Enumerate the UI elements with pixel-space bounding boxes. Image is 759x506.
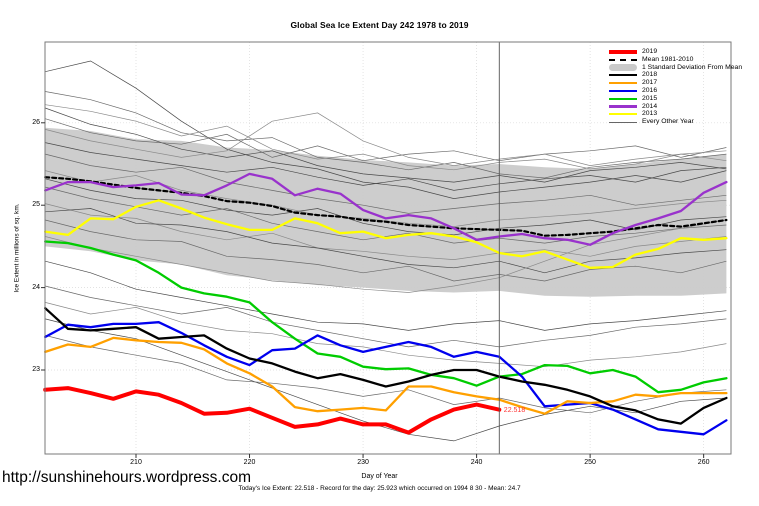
other-year-line	[45, 104, 727, 171]
legend-label: 2019	[642, 48, 658, 55]
chart-title: Global Sea Ice Extent Day 242 1978 to 20…	[290, 20, 469, 30]
legend-item: 2017	[608, 79, 742, 87]
line-swatch-icon	[608, 105, 638, 108]
series-2014	[44, 172, 728, 246]
other-year-line	[45, 153, 727, 214]
legend-item: 1 Standard Deviation From Mean	[608, 64, 742, 72]
legend-label: 2014	[642, 102, 658, 110]
line-swatch-icon	[608, 74, 638, 77]
legend-item: 2013	[608, 110, 742, 118]
y-axis-label: Ice Extent in millions of sq. km.	[13, 203, 21, 293]
x-axis-label: Day of Year	[361, 473, 398, 480]
x-tick-label: 250	[584, 459, 596, 466]
series-2019	[43, 386, 502, 435]
legend: 2019 Mean 1981-2010 1 Standard Deviation F…	[608, 48, 742, 126]
dashed-line-swatch-icon	[608, 58, 638, 61]
line-swatch-icon	[608, 113, 638, 116]
series-2017	[44, 336, 728, 415]
series-2013	[44, 199, 728, 269]
std-deviation-band	[45, 127, 727, 297]
other-year-line	[45, 203, 727, 260]
series-mean-1981-2010	[44, 176, 728, 237]
x-tick-label: 240	[470, 459, 483, 466]
site-url: http://sunshinehours.wordpress.com	[2, 469, 251, 486]
other-year-line	[45, 186, 727, 244]
other-year-line	[45, 142, 727, 191]
other-year-line	[45, 302, 727, 368]
other-year-line	[45, 91, 727, 179]
thick-line-swatch-icon	[608, 50, 638, 54]
other-year-line	[45, 285, 727, 348]
other-year-line	[45, 118, 727, 162]
legend-item: Every Other Year	[608, 118, 742, 126]
legend-item: 2018	[608, 71, 742, 79]
legend-item: 2015	[608, 95, 742, 103]
series-2016	[44, 321, 728, 436]
legend-label: Mean 1981-2010	[642, 55, 694, 63]
line-swatch-icon	[608, 81, 638, 85]
x-tick-label: 220	[243, 459, 256, 466]
legend-label: 1 Standard Deviation From Mean	[642, 63, 743, 71]
thin-line-swatch-icon	[608, 121, 638, 123]
series-2018	[44, 307, 728, 425]
legend-label: 2016	[642, 86, 658, 94]
band-swatch-icon	[608, 63, 638, 71]
today-extent-annotation: 22.518	[504, 407, 526, 414]
other-year-line	[45, 112, 727, 166]
x-tick-label: 230	[357, 459, 369, 466]
plot-border	[44, 41, 732, 455]
legend-label: 2017	[642, 79, 658, 87]
line-swatch-icon	[608, 97, 638, 100]
legend-item: 2019	[608, 48, 742, 56]
legend-label: Every Other Year	[642, 118, 694, 126]
legend-item: 2016	[608, 87, 742, 95]
legend-label: 2018	[642, 71, 658, 79]
legend-item: Mean 1981-2010	[608, 56, 742, 64]
legend-label: 2013	[642, 110, 658, 118]
legend-item: 2014	[608, 103, 742, 111]
x-tick-label: 260	[697, 459, 710, 466]
other-year-line	[45, 260, 727, 331]
x-tick-label: 210	[130, 459, 142, 466]
other-year-line	[45, 107, 727, 183]
other-year-line	[45, 219, 727, 293]
line-swatch-icon	[608, 89, 638, 93]
y-tick-label: 23	[32, 366, 40, 373]
legend-label: 2015	[642, 94, 658, 102]
series-2015	[44, 240, 728, 394]
y-tick-label: 26	[32, 118, 40, 126]
footer-summary: Today's Ice Extent: 22.518 - Record for …	[238, 485, 521, 492]
other-year-line	[45, 208, 727, 274]
y-tick-label: 25	[32, 201, 40, 209]
y-tick-label: 24	[32, 283, 40, 291]
